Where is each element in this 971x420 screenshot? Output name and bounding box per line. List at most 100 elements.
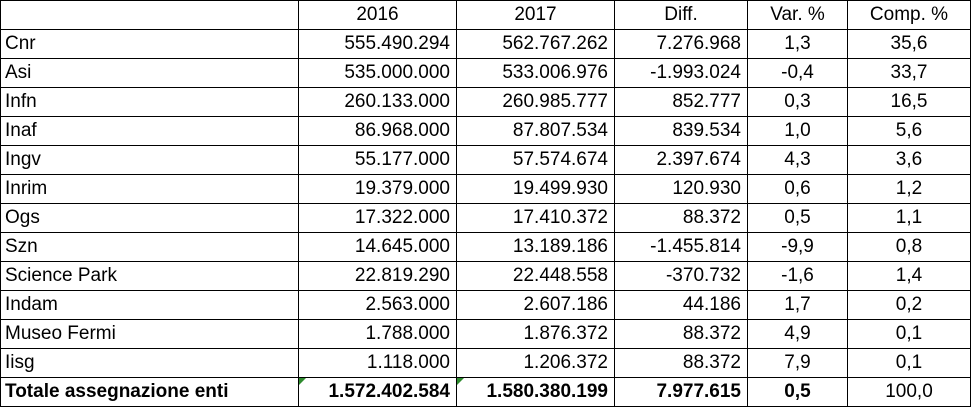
- value-var-pct: 1,3: [747, 29, 848, 59]
- value-diff: -1.455.814: [614, 232, 748, 262]
- value-var-pct: -0,4: [747, 58, 848, 88]
- total-row: Totale assegnazione enti 1.572.402.584 1…: [0, 377, 971, 407]
- value-diff: 88.372: [614, 203, 748, 233]
- entity-name: Infn: [0, 87, 299, 117]
- error-flag-icon: [299, 378, 306, 385]
- value-diff: -1.993.024: [614, 58, 748, 88]
- value-diff: 44.186: [614, 290, 748, 320]
- value-2017: 19.499.930: [456, 174, 615, 204]
- total-2017-cell: 1.580.380.199: [456, 377, 615, 407]
- value-diff: 2.397.674: [614, 145, 748, 175]
- header-row: 2016 2017 Diff. Var. % Comp. %: [0, 0, 971, 30]
- entity-name: Ingv: [0, 145, 299, 175]
- value-2017: 87.807.534: [456, 116, 615, 146]
- entity-name: Cnr: [0, 29, 299, 59]
- value-2017: 22.448.558: [456, 261, 615, 291]
- header-2016: 2016: [298, 0, 457, 30]
- value-comp-pct: 5,6: [847, 116, 971, 146]
- value-comp-pct: 0,1: [847, 319, 971, 349]
- value-2016: 555.490.294: [298, 29, 457, 59]
- value-2017: 57.574.674: [456, 145, 615, 175]
- value-diff: 120.930: [614, 174, 748, 204]
- value-2016: 1.118.000: [298, 348, 457, 378]
- value-2016: 260.133.000: [298, 87, 457, 117]
- table-row: Inaf 86.968.000 87.807.534 839.534 1,0 5,6: [0, 116, 971, 146]
- table-row: Szn 14.645.000 13.189.186 -1.455.814 -9,9 0,8: [0, 232, 971, 262]
- value-2017: 13.189.186: [456, 232, 615, 262]
- table-row: Inrim 19.379.000 19.499.930 120.930 0,6 1,2: [0, 174, 971, 204]
- header-diff: Diff.: [614, 0, 748, 30]
- header-comp-pct: Comp. %: [847, 0, 971, 30]
- value-2016: 86.968.000: [298, 116, 457, 146]
- value-2017: 562.767.262: [456, 29, 615, 59]
- value-comp-pct: 0,1: [847, 348, 971, 378]
- header-2017: 2017: [456, 0, 615, 30]
- value-var-pct: 1,7: [747, 290, 848, 320]
- header-corner: [0, 0, 299, 30]
- value-comp-pct: 1,4: [847, 261, 971, 291]
- value-2016: 1.788.000: [298, 319, 457, 349]
- entity-name: Inrim: [0, 174, 299, 204]
- value-diff: 852.777: [614, 87, 748, 117]
- total-label: Totale assegnazione enti: [0, 377, 299, 407]
- value-2017: 260.985.777: [456, 87, 615, 117]
- value-comp-pct: 3,6: [847, 145, 971, 175]
- value-var-pct: 1,0: [747, 116, 848, 146]
- value-var-pct: 0,6: [747, 174, 848, 204]
- total-2016-cell: 1.572.402.584: [298, 377, 457, 407]
- entity-name: Asi: [0, 58, 299, 88]
- value-var-pct: -9,9: [747, 232, 848, 262]
- entity-name: Ogs: [0, 203, 299, 233]
- value-2016: 535.000.000: [298, 58, 457, 88]
- value-diff: 7.276.968: [614, 29, 748, 59]
- value-diff: 88.372: [614, 348, 748, 378]
- total-diff: 7.977.615: [614, 377, 748, 407]
- total-2016-value: 1.572.402.584: [328, 381, 450, 402]
- entity-name: Science Park: [0, 261, 299, 291]
- value-comp-pct: 0,8: [847, 232, 971, 262]
- entity-name: Museo Fermi: [0, 319, 299, 349]
- table-row: Cnr 555.490.294 562.767.262 7.276.968 1,3 35,…: [0, 29, 971, 59]
- value-2016: 19.379.000: [298, 174, 457, 204]
- value-comp-pct: 16,5: [847, 87, 971, 117]
- value-diff: -370.732: [614, 261, 748, 291]
- table-row: Indam 2.563.000 2.607.186 44.186 1,7 0,2: [0, 290, 971, 320]
- table-row: Infn 260.133.000 260.985.777 852.777 0,3 16,5: [0, 87, 971, 117]
- value-2017: 1.876.372: [456, 319, 615, 349]
- value-2016: 17.322.000: [298, 203, 457, 233]
- table-row: Iisg 1.118.000 1.206.372 88.372 7,9 0,1: [0, 348, 971, 378]
- entity-name: Iisg: [0, 348, 299, 378]
- entity-name: Indam: [0, 290, 299, 320]
- value-comp-pct: 1,1: [847, 203, 971, 233]
- value-2017: 533.006.976: [456, 58, 615, 88]
- value-comp-pct: 0,2: [847, 290, 971, 320]
- table-row: Science Park 22.819.290 22.448.558 -370.732…: [0, 261, 971, 291]
- table-row: Asi 535.000.000 533.006.976 -1.993.024 -0,4 3…: [0, 58, 971, 88]
- value-2016: 14.645.000: [298, 232, 457, 262]
- error-flag-icon: [457, 378, 464, 385]
- value-diff: 88.372: [614, 319, 748, 349]
- value-2016: 2.563.000: [298, 290, 457, 320]
- header-var-pct: Var. %: [747, 0, 848, 30]
- budget-table: 2016 2017 Diff. Var. % Comp. % Cnr 555.49…: [0, 0, 971, 407]
- value-var-pct: 4,9: [747, 319, 848, 349]
- value-var-pct: 4,3: [747, 145, 848, 175]
- value-2016: 55.177.000: [298, 145, 457, 175]
- value-comp-pct: 33,7: [847, 58, 971, 88]
- value-2017: 17.410.372: [456, 203, 615, 233]
- table-row: Ogs 17.322.000 17.410.372 88.372 0,5 1,1: [0, 203, 971, 233]
- value-var-pct: 7,9: [747, 348, 848, 378]
- value-2017: 1.206.372: [456, 348, 615, 378]
- entity-name: Szn: [0, 232, 299, 262]
- value-var-pct: -1,6: [747, 261, 848, 291]
- entity-name: Inaf: [0, 116, 299, 146]
- value-diff: 839.534: [614, 116, 748, 146]
- value-comp-pct: 1,2: [847, 174, 971, 204]
- value-2016: 22.819.290: [298, 261, 457, 291]
- total-var: 0,5: [747, 377, 848, 407]
- table-row: Museo Fermi 1.788.000 1.876.372 88.372 4,9 0,…: [0, 319, 971, 349]
- total-comp: 100,0: [847, 377, 971, 407]
- value-2017: 2.607.186: [456, 290, 615, 320]
- value-var-pct: 0,3: [747, 87, 848, 117]
- value-var-pct: 0,5: [747, 203, 848, 233]
